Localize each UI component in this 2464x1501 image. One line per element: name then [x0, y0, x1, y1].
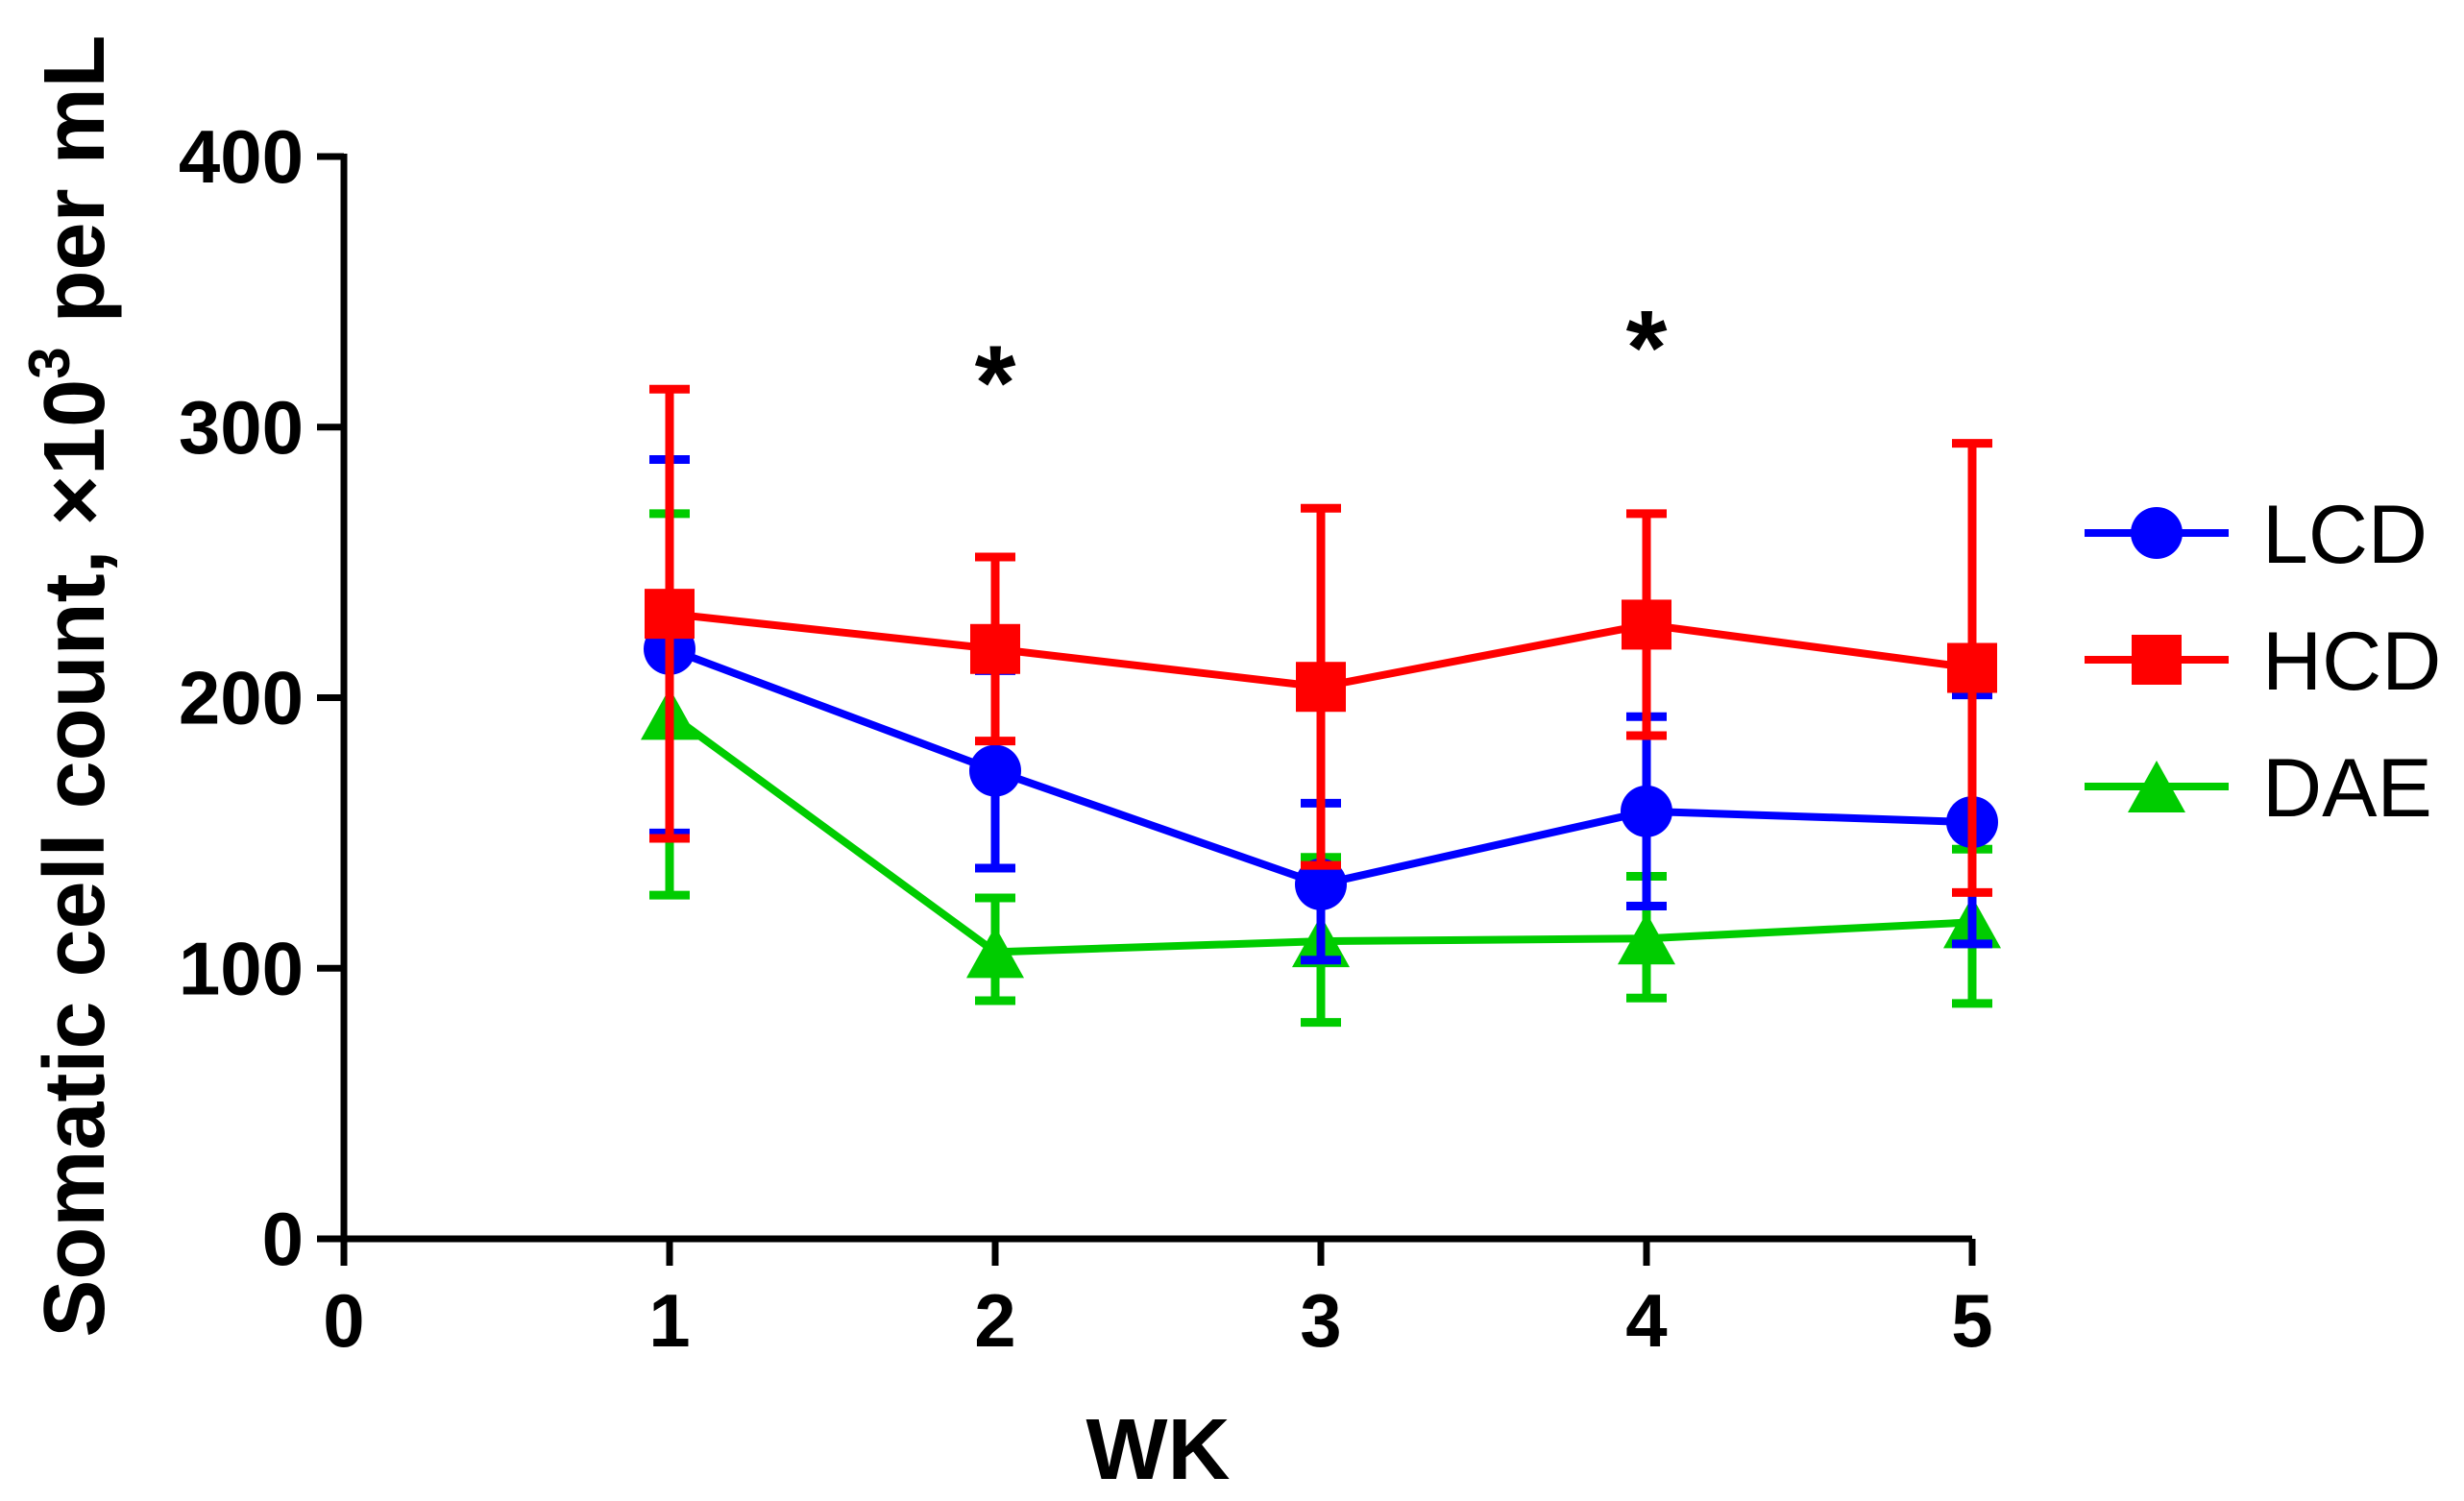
x-tick-label: 2 [974, 1278, 1015, 1363]
legend-item-dae: DAE [2085, 742, 2432, 835]
hcd-marker [1947, 642, 1997, 693]
lcd-marker [1621, 785, 1672, 837]
hcd-marker [970, 623, 1020, 674]
y-tick-label: 300 [179, 385, 304, 470]
dae-marker [1618, 912, 1675, 965]
x-tick-label: 5 [1951, 1278, 1992, 1363]
significance-asterisk: * [975, 324, 1016, 442]
lcd-marker [1295, 858, 1347, 910]
significance-asterisk: * [1626, 289, 1668, 407]
x-tick-label: 1 [648, 1278, 690, 1363]
dae-marker [2128, 761, 2185, 812]
dae-marker [966, 926, 1024, 979]
x-tick-label: 4 [1625, 1278, 1667, 1363]
legend-label: DAE [2262, 742, 2432, 835]
legend-item-hcd: HCD [2085, 616, 2441, 708]
x-axis-title: WK [1086, 1402, 1231, 1498]
legend-label: HCD [2262, 616, 2441, 708]
lcd-marker [2131, 507, 2183, 559]
hcd-marker [2132, 635, 2182, 685]
lcd-marker [969, 744, 1021, 797]
y-tick-label: 100 [179, 926, 304, 1010]
y-tick-label: 400 [179, 114, 304, 199]
x-tick-label: 3 [1300, 1278, 1341, 1363]
y-tick-label: 0 [262, 1197, 304, 1281]
y-axis-title: Somatic cell count, ×103 per mL [17, 35, 123, 1337]
x-tick-label: 0 [323, 1278, 364, 1363]
y-tick-label: 200 [179, 656, 304, 740]
series-hcd [645, 384, 1997, 897]
legend-item-lcd: LCD [2085, 489, 2427, 581]
hcd-marker [1296, 662, 1346, 713]
legend-label: LCD [2262, 489, 2427, 581]
hcd-marker [1622, 599, 1671, 650]
hcd-marker [645, 589, 695, 640]
